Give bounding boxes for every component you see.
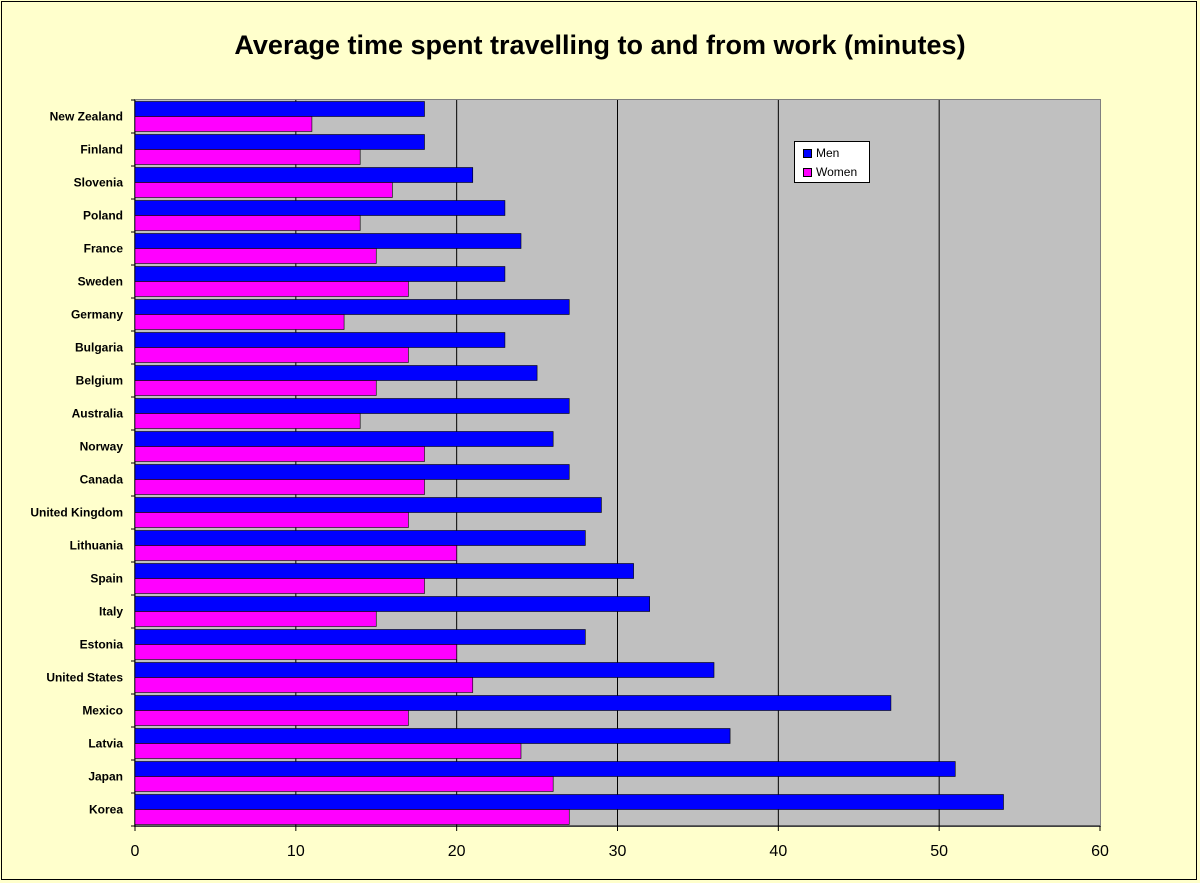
bar-women-latvia [134,743,522,759]
category-label: Italy [99,605,123,619]
category-label: Lithuania [70,539,124,553]
legend-item-men: Men [803,145,839,161]
bar-women-belgium [134,380,377,396]
bar-women-bulgaria [134,347,409,363]
category-label: Finland [80,143,123,157]
category-label: Bulgaria [75,341,123,355]
category-label: Germany [71,308,123,322]
bar-men-belgium [134,365,538,381]
x-tick-label: 20 [448,843,466,860]
category-label: Korea [89,803,123,817]
bar-men-finland [134,134,425,150]
bar-women-slovenia [134,182,393,198]
category-label: United Kingdom [30,506,123,520]
bar-women-sweden [134,281,409,297]
bar-men-germany [134,299,570,315]
bar-men-australia [134,398,570,414]
x-tick-label: 30 [609,843,627,860]
category-label: Belgium [76,374,123,388]
category-label: Spain [90,572,123,586]
legend: Men Women [794,141,870,183]
bar-men-japan [134,761,956,777]
category-label: Japan [88,770,123,784]
category-label: Sweden [78,275,123,289]
bar-women-lithuania [134,545,457,561]
bar-women-united-states [134,677,474,693]
bar-women-australia [134,413,361,429]
legend-swatch-women [803,167,812,177]
bar-women-japan [134,776,554,792]
category-label: France [84,242,124,256]
category-label: Poland [83,209,123,223]
bar-men-lithuania [134,530,586,546]
bar-women-canada [134,479,425,495]
bar-men-france [134,233,522,249]
bar-men-new-zealand [134,101,425,117]
bar-women-poland [134,215,361,231]
bar-women-italy [134,611,377,627]
bar-women-estonia [134,644,457,660]
x-tick-label: 60 [1091,843,1109,860]
legend-item-women: Women [803,164,857,180]
category-label: Canada [80,473,124,487]
bar-men-latvia [134,728,731,744]
bar-men-united-states [134,662,715,678]
bar-women-korea [134,809,570,825]
bar-women-norway [134,446,425,462]
bar-men-italy [134,596,650,612]
category-label: New Zealand [50,110,123,124]
category-label: Australia [72,407,124,421]
bar-women-germany [134,314,345,330]
x-tick-label: 10 [287,843,305,860]
x-tick-label: 40 [769,843,787,860]
bar-women-new-zealand [134,116,313,132]
legend-label-women: Women [816,165,858,179]
bar-men-united-kingdom [134,497,602,513]
bar-men-sweden [134,266,506,282]
category-label: United States [46,671,123,685]
bar-men-norway [134,431,554,447]
bar-women-united-kingdom [134,512,409,528]
bar-women-finland [134,149,361,165]
x-tick-label: 50 [930,843,948,860]
bar-women-spain [134,578,425,594]
bar-men-mexico [134,695,892,711]
bar-women-france [134,248,377,264]
category-label: Latvia [88,737,123,751]
bar-men-spain [134,563,634,579]
bar-men-bulgaria [134,332,506,348]
bar-men-canada [134,464,570,480]
chart-title: Average time spent travelling to and fro… [234,30,966,60]
bar-men-poland [134,200,506,216]
category-label: Norway [80,440,124,454]
legend-swatch-men [803,148,812,158]
category-label: Slovenia [74,176,124,190]
x-tick-label: 0 [131,843,140,860]
bar-men-slovenia [134,167,474,183]
legend-label-men: Men [816,146,840,160]
bar-women-mexico [134,710,409,726]
bar-men-korea [134,794,1004,810]
category-label: Estonia [80,638,124,652]
bar-men-estonia [134,629,586,645]
category-label: Mexico [82,704,123,718]
